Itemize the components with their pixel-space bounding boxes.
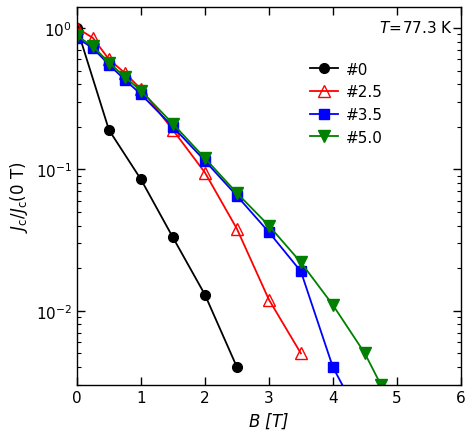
Legend: #0, #2.5, #3.5, #5.0: #0, #2.5, #3.5, #5.0	[304, 57, 389, 152]
#2.5	[138, 87, 144, 92]
#3.5	[298, 269, 304, 274]
#3.5	[234, 194, 240, 199]
Line: #3.5: #3.5	[72, 34, 370, 432]
#0	[202, 293, 208, 298]
#5.0	[106, 61, 112, 66]
#3.5	[330, 364, 336, 370]
X-axis label: $B$ [T]: $B$ [T]	[248, 410, 290, 430]
#3.5	[74, 36, 80, 42]
Line: #5.0: #5.0	[72, 31, 386, 390]
#3.5	[362, 425, 368, 430]
Text: $T\!=\!77.3\ \mathrm{K}$: $T\!=\!77.3\ \mathrm{K}$	[379, 20, 453, 35]
#2.5	[266, 297, 272, 303]
#2.5	[106, 58, 112, 63]
#2.5	[202, 170, 208, 176]
#5.0	[74, 34, 80, 39]
#0	[74, 26, 80, 32]
#2.5	[298, 351, 304, 356]
#2.5	[74, 26, 80, 32]
#5.0	[362, 351, 368, 356]
#0	[170, 235, 176, 240]
Line: #0: #0	[72, 24, 242, 372]
Line: #2.5: #2.5	[72, 23, 306, 359]
#2.5	[122, 71, 128, 77]
#5.0	[266, 223, 272, 229]
#5.0	[170, 122, 176, 127]
#0	[138, 177, 144, 183]
#5.0	[330, 303, 336, 308]
#2.5	[90, 36, 96, 42]
#3.5	[170, 125, 176, 130]
#5.0	[202, 156, 208, 162]
#0	[106, 128, 112, 133]
#5.0	[378, 382, 383, 388]
#5.0	[298, 260, 304, 265]
#2.5	[234, 226, 240, 232]
Y-axis label: $J_{\rm c}/J_{\rm c}(0\ {\rm T})$: $J_{\rm c}/J_{\rm c}(0\ {\rm T})$	[9, 161, 30, 232]
#3.5	[106, 63, 112, 68]
#3.5	[266, 230, 272, 235]
#2.5	[170, 128, 176, 133]
#3.5	[138, 92, 144, 98]
#0	[234, 364, 240, 370]
#5.0	[234, 191, 240, 196]
#3.5	[122, 78, 128, 83]
#3.5	[202, 159, 208, 164]
#5.0	[90, 45, 96, 50]
#5.0	[138, 89, 144, 94]
#3.5	[90, 46, 96, 52]
#5.0	[122, 75, 128, 81]
